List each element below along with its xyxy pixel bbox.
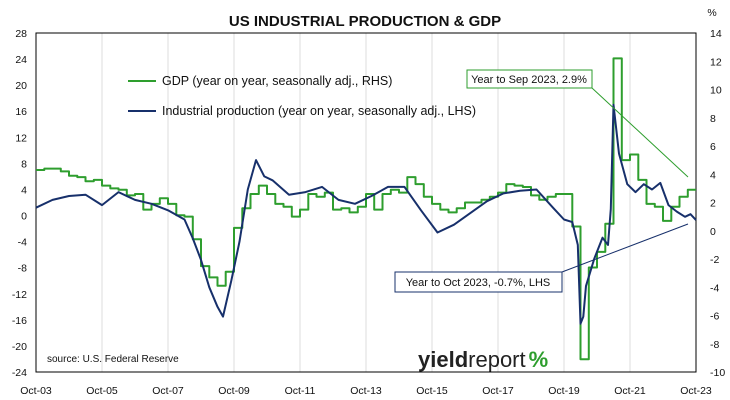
y-left-tick-label: 8 — [21, 158, 27, 170]
logo-percent: % — [529, 347, 549, 372]
y-left-tick-label: 28 — [15, 28, 27, 40]
x-axis: Oct-03 Oct-05 Oct-07 Oct-09 Oct-11 Oct-13 Oct-… — [20, 385, 712, 397]
logo-text-yield: yield — [418, 347, 468, 372]
y-left-tick-label: 20 — [15, 80, 27, 92]
y-right-tick-label: 8 — [710, 113, 716, 125]
gdp-series-line — [36, 57, 696, 361]
x-tick-label: Oct-09 — [218, 385, 250, 397]
x-tick-label: Oct-17 — [482, 385, 514, 397]
x-tick-label: Oct-21 — [614, 385, 646, 397]
y-right-tick-label: -6 — [710, 311, 719, 323]
x-tick-label: Oct-15 — [416, 385, 448, 397]
y-left-tick-label: 12 — [15, 132, 27, 144]
annotation-gdp-leader — [591, 87, 689, 178]
y-left-tick-label: -12 — [12, 289, 27, 301]
chart-title: US INDUSTRIAL PRODUCTION & GDP — [229, 13, 501, 30]
right-axis-unit: % — [707, 7, 716, 19]
annotation-gdp-box — [466, 69, 593, 89]
right-axis: 14 12 10 8 6 4 2 0 -2 -4 -6 -8 -10 — [710, 28, 725, 379]
legend: GDP (year on year, seasonally adj., RHS)… — [128, 74, 476, 118]
svg-text:yieldreport%: yieldreport% — [418, 347, 548, 372]
y-right-tick-label: 4 — [710, 169, 716, 181]
series-layer — [35, 57, 697, 361]
y-left-tick-label: -8 — [18, 263, 27, 275]
annotation-ip-box — [394, 271, 563, 293]
y-right-tick-label: -8 — [710, 339, 719, 351]
legend-label-ip: Industrial production (year on year, sea… — [162, 104, 476, 118]
legend-label-gdp: GDP (year on year, seasonally adj., RHS) — [162, 74, 392, 88]
plot-frame — [35, 32, 697, 373]
source-note: source: U.S. Federal Reserve — [47, 354, 179, 365]
y-left-tick-label: -4 — [18, 237, 27, 249]
annotation-ip: Year to Oct 2023, -0.7%, LHS — [394, 223, 689, 293]
y-right-tick-label: 14 — [710, 28, 722, 40]
annotation-ip-text: Year to Oct 2023, -0.7%, LHS — [406, 277, 551, 289]
x-tick-label: Oct-03 — [20, 385, 52, 397]
y-left-tick-label: 4 — [21, 184, 27, 196]
logo-text-report: report — [468, 347, 525, 372]
annotation-gdp: Year to Sep 2023, 2.9% — [466, 69, 689, 178]
y-left-tick-label: -20 — [12, 341, 27, 353]
x-tick-label: Oct-13 — [350, 385, 382, 397]
x-tick-label: Oct-07 — [152, 385, 184, 397]
y-right-tick-label: -4 — [710, 282, 719, 294]
y-left-tick-label: -16 — [12, 315, 27, 327]
y-left-tick-label: 24 — [15, 54, 27, 66]
y-left-tick-label: -24 — [12, 367, 27, 379]
y-right-tick-label: 2 — [710, 198, 716, 210]
y-right-tick-label: 6 — [710, 141, 716, 153]
x-tick-label: Oct-11 — [285, 385, 316, 397]
annotation-gdp-text: Year to Sep 2023, 2.9% — [471, 74, 587, 86]
y-right-tick-label: 12 — [710, 56, 722, 68]
y-left-tick-label: 0 — [21, 211, 27, 223]
x-tick-label: Oct-19 — [548, 385, 580, 397]
y-right-tick-label: 10 — [710, 85, 722, 97]
y-right-tick-label: -2 — [710, 254, 719, 266]
x-tick-label: Oct-05 — [86, 385, 118, 397]
y-right-tick-label: -10 — [710, 367, 725, 379]
y-right-tick-label: 0 — [710, 226, 716, 238]
x-tick-label: Oct-23 — [680, 385, 712, 397]
annotation-ip-leader — [561, 223, 689, 273]
left-axis: 28 24 20 16 12 8 4 0 -4 -8 -12 -16 -20 -24 — [12, 28, 27, 379]
yieldreport-logo: yieldreport% — [418, 347, 548, 372]
industrial-production-series-line — [35, 103, 697, 325]
y-left-tick-label: 16 — [15, 106, 27, 118]
